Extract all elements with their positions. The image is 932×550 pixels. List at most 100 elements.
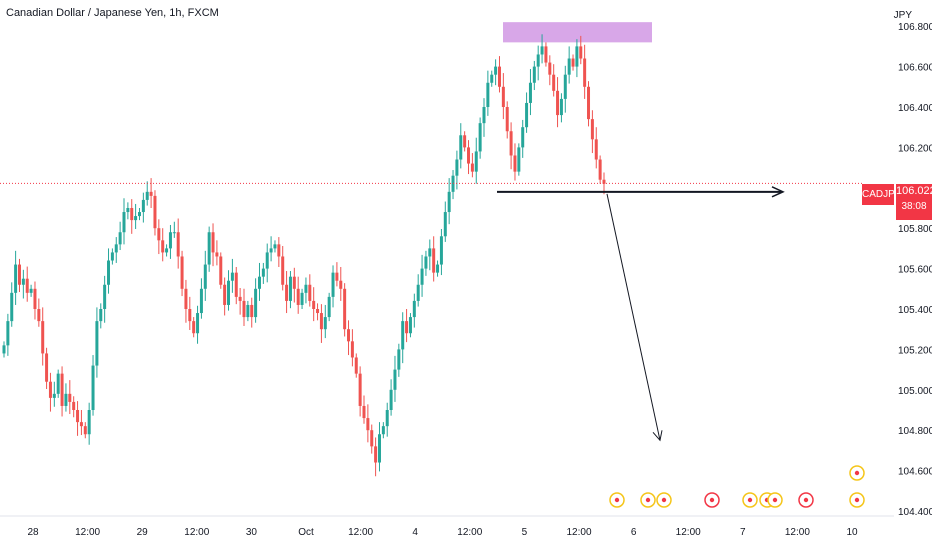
candle-body bbox=[490, 74, 494, 83]
candle-body bbox=[559, 98, 563, 116]
candle bbox=[79, 410, 83, 436]
price-tick-label: 105.800 bbox=[898, 224, 932, 235]
candle bbox=[559, 93, 563, 123]
candle bbox=[10, 282, 14, 327]
economic-event-marker[interactable] bbox=[640, 492, 656, 508]
economic-event-marker[interactable] bbox=[849, 492, 865, 508]
economic-event-marker[interactable] bbox=[609, 492, 625, 508]
candle-body bbox=[2, 345, 6, 354]
candle-body bbox=[21, 278, 25, 285]
candle bbox=[110, 248, 114, 265]
candle bbox=[575, 39, 579, 78]
candle bbox=[424, 250, 428, 276]
canada-flag-icon bbox=[645, 497, 651, 503]
candle-body bbox=[393, 369, 397, 390]
candle-body bbox=[285, 284, 289, 301]
time-scale[interactable]: 28 12:00 29 12:00 30 Oct 12:00 4 12:00 5 12:00 6 12:… bbox=[27, 527, 858, 538]
candle bbox=[168, 224, 172, 259]
candle bbox=[401, 312, 405, 364]
candle bbox=[331, 265, 335, 308]
candle-body bbox=[300, 292, 304, 305]
candle-body bbox=[540, 46, 544, 55]
candle-body bbox=[273, 244, 277, 249]
economic-event-marker[interactable] bbox=[849, 465, 865, 481]
candle bbox=[393, 355, 397, 402]
time-tick-label: 4 bbox=[412, 527, 418, 538]
candle bbox=[482, 98, 486, 137]
projection-arrow-line[interactable] bbox=[606, 193, 661, 441]
candle-body bbox=[199, 288, 203, 314]
candle-body bbox=[323, 317, 327, 330]
candle bbox=[14, 250, 18, 305]
time-tick-label: 12:00 bbox=[184, 527, 209, 538]
candle-body bbox=[223, 284, 227, 305]
candle-body bbox=[211, 232, 215, 253]
candle-body bbox=[335, 272, 339, 281]
candle-body bbox=[459, 135, 463, 160]
candle-body bbox=[432, 248, 436, 273]
candle bbox=[339, 266, 343, 301]
annotations[interactable] bbox=[0, 182, 862, 442]
candle bbox=[238, 287, 242, 315]
economic-event-marker[interactable] bbox=[742, 492, 758, 508]
candle bbox=[48, 372, 52, 412]
candle bbox=[292, 267, 296, 303]
time-tick-label: 12:00 bbox=[348, 527, 373, 538]
resistance-zone[interactable] bbox=[503, 22, 652, 43]
candle bbox=[157, 219, 161, 255]
economic-event-marker[interactable] bbox=[656, 492, 672, 508]
time-tick-label: Oct bbox=[298, 527, 314, 538]
candle bbox=[552, 64, 556, 97]
candle bbox=[176, 218, 180, 269]
candle bbox=[273, 240, 277, 253]
candle bbox=[91, 355, 95, 416]
candle bbox=[122, 198, 126, 245]
candle-body bbox=[99, 309, 103, 322]
candle bbox=[590, 110, 594, 154]
candle bbox=[277, 237, 281, 267]
candle-body bbox=[6, 321, 10, 346]
price-tick-label: 104.600 bbox=[898, 467, 932, 478]
candle-body bbox=[304, 284, 308, 293]
candle-body bbox=[242, 300, 246, 318]
candle-body bbox=[126, 208, 130, 213]
candle-body bbox=[68, 393, 72, 402]
candle bbox=[41, 307, 45, 366]
candle-body bbox=[571, 58, 575, 67]
candle bbox=[254, 278, 258, 323]
candle bbox=[408, 313, 412, 338]
candle-body bbox=[548, 62, 552, 75]
candle bbox=[474, 137, 478, 184]
economic-event-marker[interactable] bbox=[704, 492, 720, 508]
candle-body bbox=[207, 232, 211, 265]
candle-body bbox=[79, 422, 83, 427]
candle bbox=[149, 178, 153, 208]
candle bbox=[567, 46, 571, 84]
candle bbox=[432, 236, 436, 282]
candle bbox=[103, 275, 107, 323]
candle bbox=[509, 122, 513, 170]
time-tick-label: 29 bbox=[137, 527, 149, 538]
time-tick-label: 28 bbox=[27, 527, 39, 538]
economic-event-marker[interactable] bbox=[767, 492, 783, 508]
price-scale-background bbox=[894, 0, 932, 550]
candle-body bbox=[598, 159, 602, 180]
candle-body bbox=[227, 280, 231, 305]
candle-body bbox=[161, 240, 165, 253]
event-markers[interactable] bbox=[609, 465, 865, 508]
economic-event-marker[interactable] bbox=[798, 492, 814, 508]
candle-body bbox=[513, 155, 517, 172]
price-tick-label: 105.000 bbox=[898, 386, 932, 397]
time-tick-label: 12:00 bbox=[457, 527, 482, 538]
candle-body bbox=[176, 232, 180, 257]
candle bbox=[265, 243, 269, 283]
time-tick-label: 30 bbox=[246, 527, 258, 538]
candle bbox=[192, 317, 196, 338]
candle-body bbox=[137, 212, 141, 217]
candle bbox=[219, 252, 223, 289]
resistance-zone-box[interactable] bbox=[503, 22, 652, 43]
candle-body bbox=[532, 66, 536, 83]
candle bbox=[21, 269, 25, 299]
